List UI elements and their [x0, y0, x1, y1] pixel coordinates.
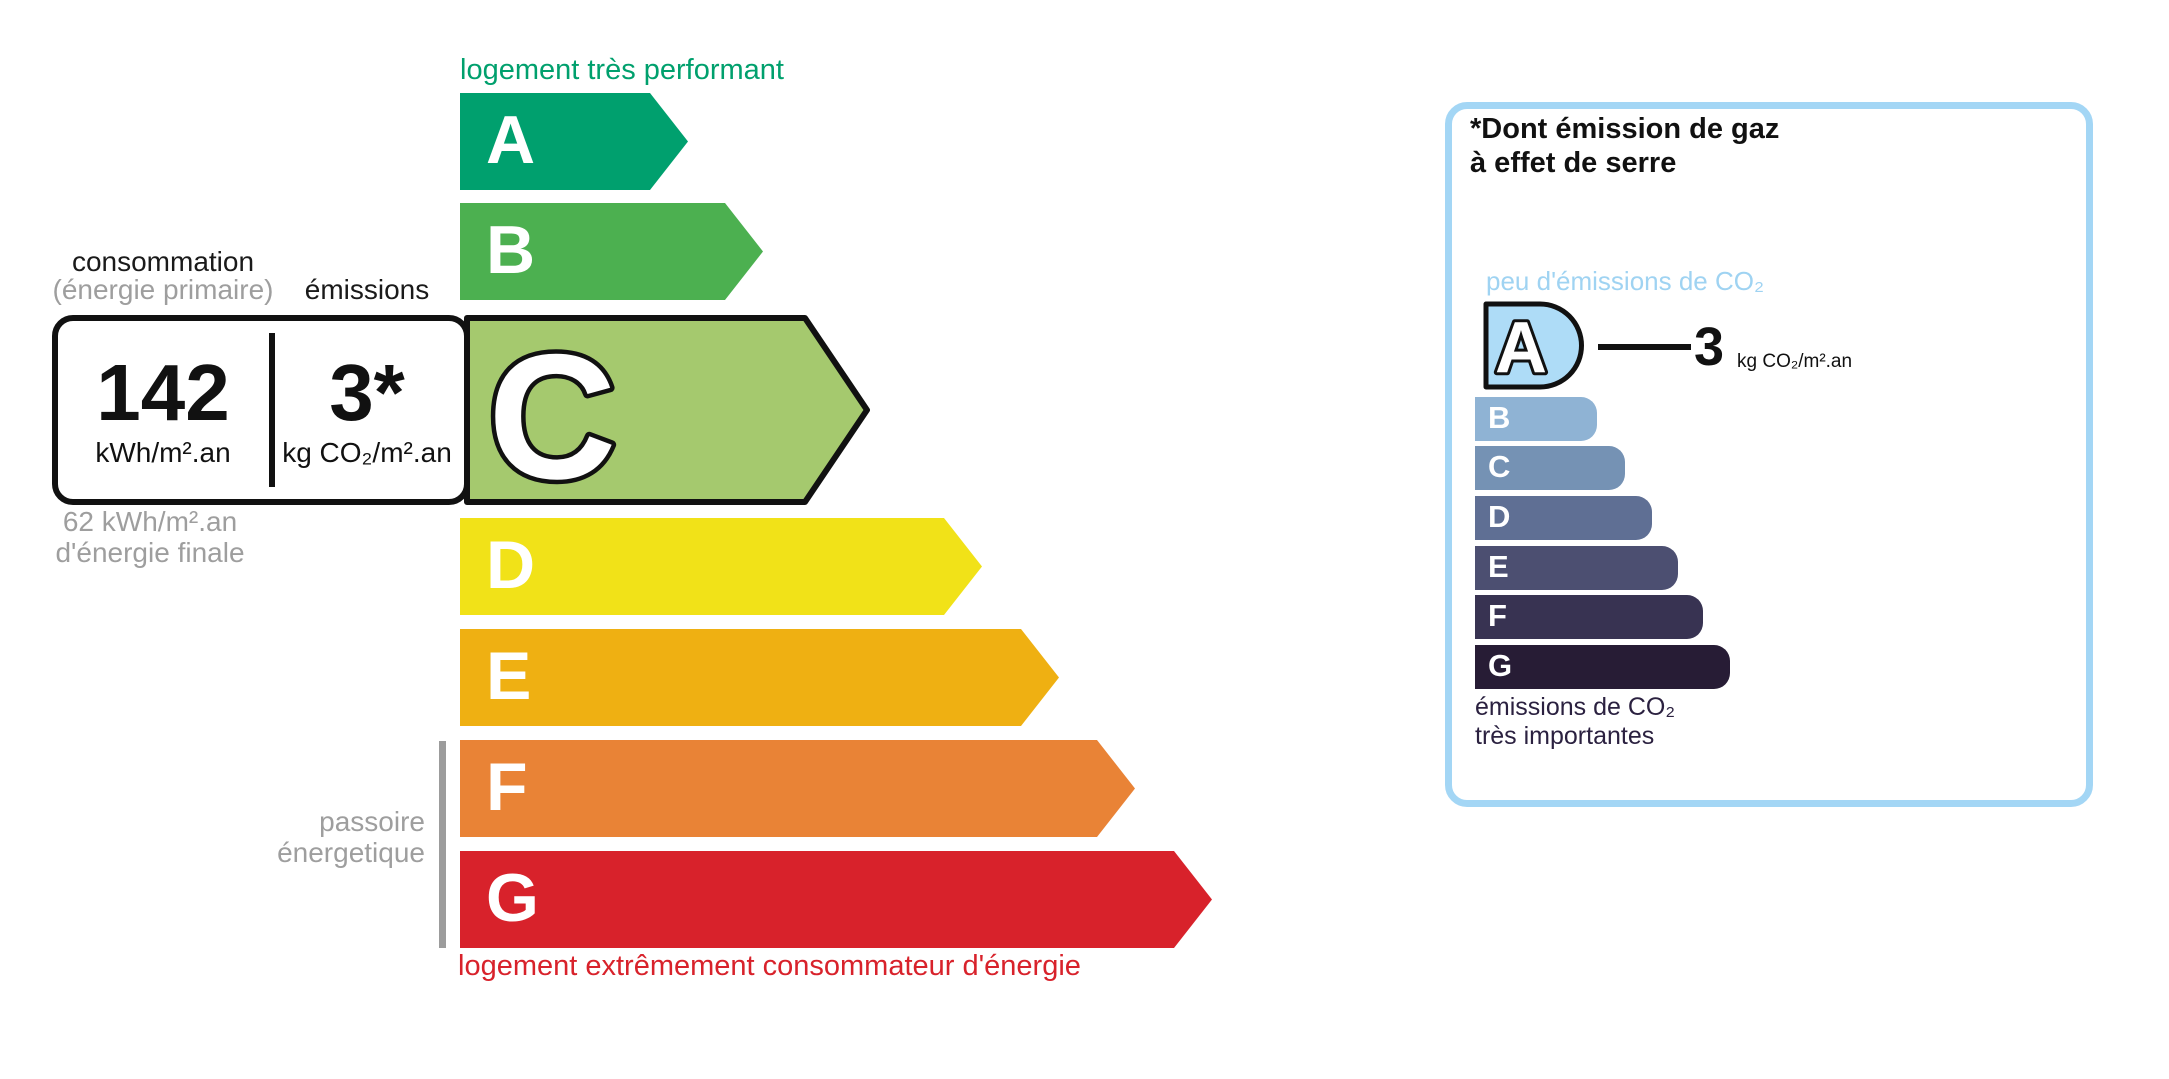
co2-low-label: peu d'émissions de CO₂ [1486, 266, 1765, 296]
co2-panel-title-line1: *Dont émission de gaz [1470, 113, 1780, 145]
energy-class-row-g: G [460, 851, 1212, 948]
emissions-unit: kg CO₂/m².an [282, 437, 452, 468]
energy-class-letter-e: E [486, 638, 532, 714]
current-class-letter: C [488, 317, 617, 510]
co2-value-unit: kg CO₂/m².an [1737, 351, 1853, 372]
emissions-cell: 3* kg CO₂/m².an [276, 322, 458, 500]
co2-bar-g: G [1475, 645, 1730, 689]
passoire-bracket [439, 741, 446, 948]
consumption-value: 142 [96, 348, 230, 437]
co2-bar-letter-d: D [1488, 499, 1511, 534]
passoire-label-line1: passoire [319, 806, 425, 837]
current-class-polygon [464, 315, 870, 505]
passoire-label-line2: énergetique [277, 837, 425, 868]
co2-connector-line [1598, 344, 1691, 350]
co2-class-badge-shape [1483, 301, 1584, 390]
co2-value: 3 [1694, 317, 1725, 377]
energy-class-letter-a: A [486, 102, 536, 178]
co2-bar-d: D [1475, 496, 1652, 540]
co2-bar-f: F [1475, 595, 1703, 639]
co2-bar-letter-e: E [1488, 549, 1509, 584]
co2-high-label-line2: très importantes [1475, 722, 1655, 750]
current-class-arrow: C [52, 313, 870, 510]
co2-bar-letter-c: C [1488, 449, 1511, 484]
co2-class-badge: A [1483, 301, 1584, 391]
primary-energy-header: (énergie primaire) [52, 274, 274, 305]
final-energy-note: 62 kWh/m².an d'énergie finale [40, 506, 260, 568]
co2-bar-b: B [1475, 397, 1597, 441]
co2-high-label: émissions de CO₂ très importantes [1475, 693, 1675, 751]
final-energy-line1: 62 kWh/m².an [62, 506, 238, 537]
co2-panel-title-line2: à effet de serre [1470, 147, 1677, 179]
energy-class-row-a: A [460, 93, 688, 190]
consumption-unit: kWh/m².an [95, 437, 231, 468]
final-energy-line2: d'énergie finale [55, 537, 245, 568]
worst-performance-label: logement extrêmement consommateur d'éner… [458, 950, 1081, 982]
energy-class-row-e: E [460, 629, 1059, 726]
co2-bar-letter-b: B [1488, 400, 1511, 435]
consumption-cell: 142 kWh/m².an [56, 322, 270, 500]
energy-class-letter-b: B [486, 212, 536, 288]
energy-class-row-f: F [460, 740, 1135, 837]
energy-class-letter-g: G [486, 860, 539, 936]
co2-bar-c: C [1475, 446, 1625, 490]
co2-panel-title: *Dont émission de gaz à effet de serre [1470, 112, 1779, 180]
emissions-value: 3* [329, 348, 405, 437]
passoire-label: passoire énergetique [210, 806, 425, 868]
co2-high-label-line1: émissions de CO₂ [1475, 693, 1676, 721]
energy-class-row-d: D [460, 518, 982, 615]
consumption-header: consommation [71, 246, 255, 277]
co2-bar-letter-g: G [1488, 648, 1513, 683]
emissions-header: émissions [304, 274, 430, 305]
best-performance-label: logement très performant [460, 54, 784, 86]
energy-class-row-b: B [460, 203, 763, 300]
co2-bar-letter-f: F [1488, 598, 1507, 633]
energy-class-letter-f: F [486, 749, 528, 825]
energy-class-letter-d: D [486, 527, 536, 603]
co2-class-badge-letter: A [1495, 308, 1547, 388]
co2-bar-e: E [1475, 546, 1678, 590]
